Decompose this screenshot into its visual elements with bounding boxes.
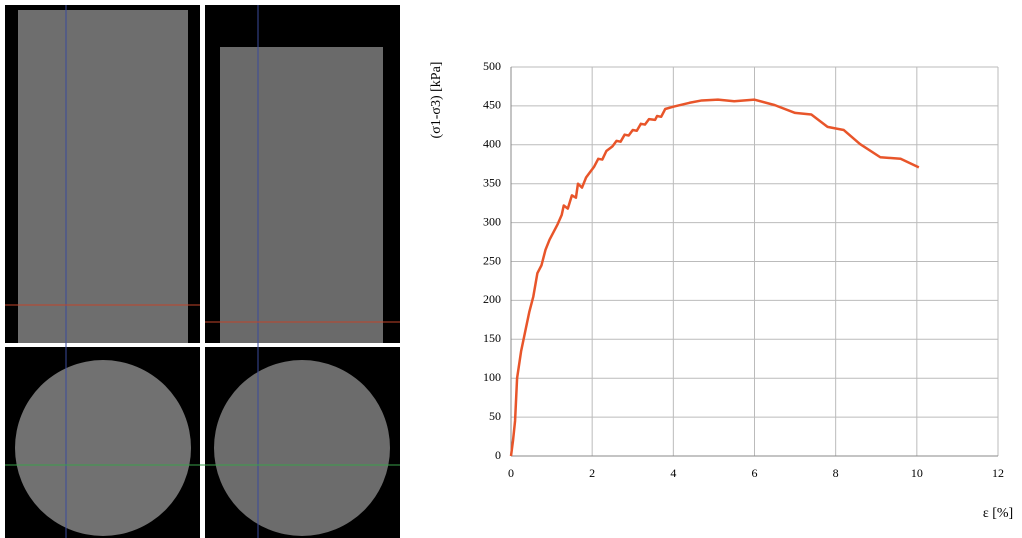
y-tick-label: 450 xyxy=(483,98,501,112)
x-tick-label: 4 xyxy=(670,466,676,480)
y-tick-label: 500 xyxy=(483,59,501,73)
data-line xyxy=(509,98,920,457)
y-tick-label: 300 xyxy=(483,214,501,228)
y-axis-label: (σ1-σ3) [kPa] xyxy=(429,62,444,139)
y-tick-label: 250 xyxy=(483,253,501,267)
y-tick-label: 0 xyxy=(495,448,501,462)
x-tick-label: 10 xyxy=(911,466,923,480)
chart: (σ1-σ3) [kPa] ε [%] 05010015020025030035… xyxy=(429,59,1013,521)
ct-sample xyxy=(18,10,188,343)
y-tick-label: 100 xyxy=(483,370,501,384)
x-tick-label: 12 xyxy=(992,466,1004,480)
x-tick-label: 8 xyxy=(833,466,839,480)
ct-images xyxy=(0,0,405,538)
x-tick-label: 6 xyxy=(752,466,758,480)
x-tick-label: 0 xyxy=(508,466,514,480)
y-tick-label: 400 xyxy=(483,137,501,151)
ct-section xyxy=(15,360,191,536)
x-tick-label: 2 xyxy=(589,466,595,480)
y-tick-label: 150 xyxy=(483,331,501,345)
y-tick-label: 50 xyxy=(489,409,501,423)
y-tick-label: 350 xyxy=(483,175,501,189)
ct-sample xyxy=(220,47,383,343)
x-axis-label: ε [%] xyxy=(983,506,1013,521)
y-tick-label: 200 xyxy=(483,292,501,306)
ct-section xyxy=(214,360,390,536)
